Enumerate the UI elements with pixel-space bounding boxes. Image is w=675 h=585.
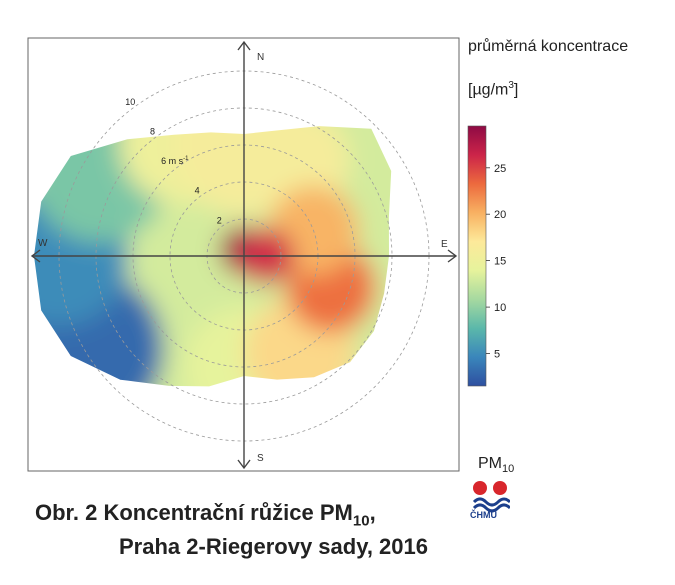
radial-tick-2: 2 (217, 215, 222, 225)
figure-caption: Obr. 2 Koncentrační růžice PM10, Praha 2… (35, 500, 428, 560)
label-east: E (441, 239, 448, 250)
chmu-logo-icon (472, 481, 510, 513)
label-north: N (257, 52, 264, 63)
concentration-blob-5 (249, 126, 350, 210)
caption-line-1: Obr. 2 Koncentrační růžice PM10, (35, 500, 376, 530)
label-south: S (257, 453, 264, 464)
radial-tick-4: 4 (195, 186, 200, 196)
radial-tick-6: 6 m s-1 (161, 156, 189, 166)
colorbar-tick-label-20: 20 (494, 209, 506, 221)
colorbar-unit: [µg/m3] (468, 80, 519, 99)
colorbar-tick-label-10: 10 (494, 302, 506, 314)
colorbar-tick-label-25: 25 (494, 163, 506, 175)
colorbar-tick-label-15: 15 (494, 256, 506, 268)
caption-line-2: Praha 2-Riegerovy sady, 2016 (119, 534, 428, 560)
colorbar (467, 125, 487, 387)
colorbar-title: průměrná koncentrace (468, 38, 629, 55)
radial-tick-labels: 2 4 6 m s-1 8 10 (125, 97, 222, 225)
arrow-west (30, 249, 41, 263)
chmu-logo-text: ČHMÚ (470, 510, 497, 520)
arrow-south (237, 459, 251, 470)
compass-axes: N E S W (30, 40, 458, 470)
colorbar-ticks: 5 10 15 20 25 (486, 163, 506, 361)
radial-tick-10: 10 (125, 97, 135, 107)
label-west: W (38, 238, 48, 249)
arrow-north (237, 40, 251, 51)
colorbar-tick-label-5: 5 (494, 349, 500, 361)
pollutant-label: PM10 (478, 455, 515, 476)
radial-tick-8: 8 (150, 127, 155, 137)
arrow-east (447, 249, 458, 263)
